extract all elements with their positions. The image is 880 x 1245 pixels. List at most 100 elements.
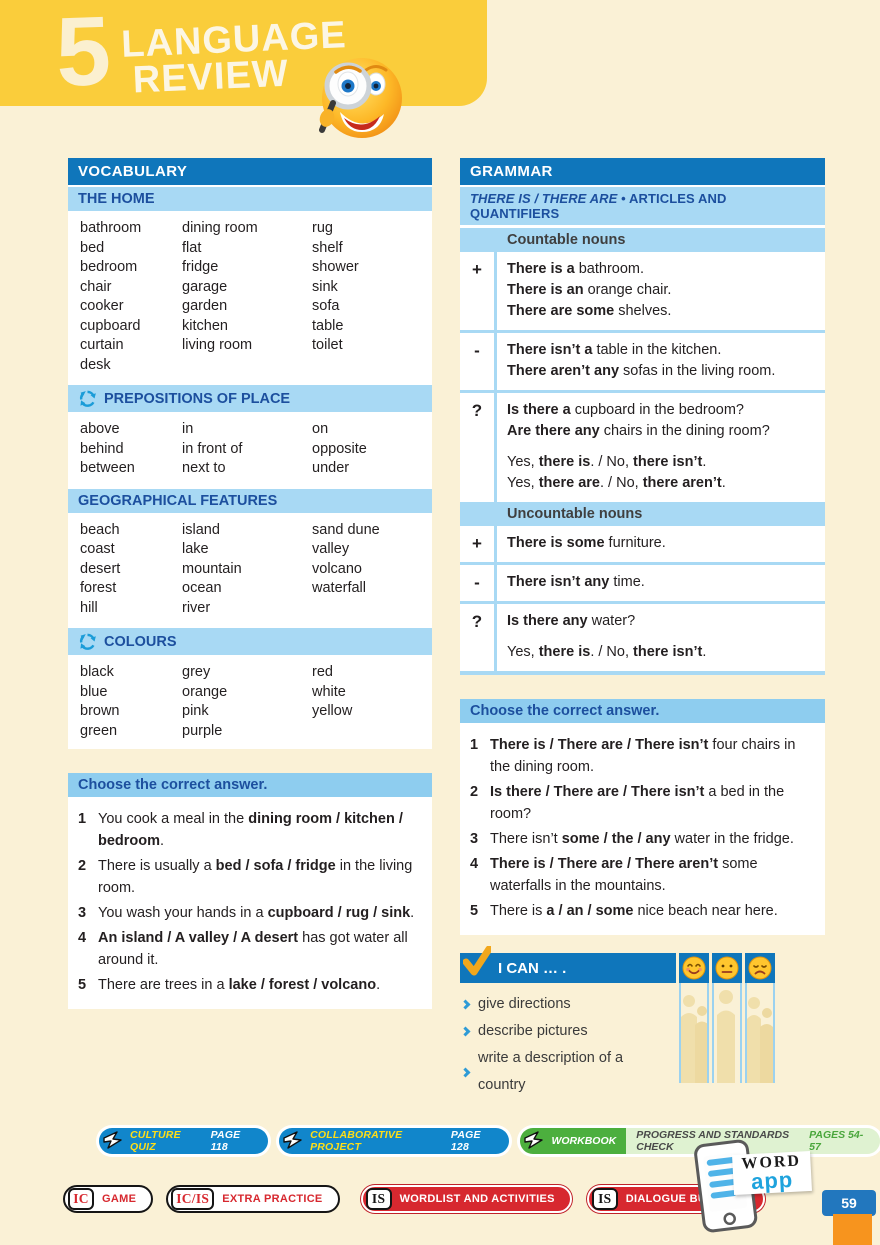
- item-number: 4: [470, 856, 479, 872]
- word-column: island lake mountain ocean river: [182, 521, 312, 619]
- grammar-sentence: There is a bathroom.: [507, 259, 815, 280]
- item-text: There is a / an / some nice beach near h…: [490, 900, 778, 922]
- mood-happy-checkbox[interactable]: [679, 953, 709, 983]
- text-segment: cupboard / rug / sink: [267, 905, 411, 921]
- exercise-item: 1 There is / There are / There isn’t four…: [470, 734, 815, 778]
- vocab-word: next to: [182, 460, 226, 476]
- workbook-banner[interactable]: WORKBOOK PROGRESS AND STANDARDS CHECK PA…: [520, 1128, 880, 1154]
- ic-badge: IC: [68, 1188, 94, 1210]
- item-number: 1: [78, 811, 87, 827]
- vocab-word: volcano: [312, 560, 362, 577]
- people-silhouette: [681, 995, 707, 1083]
- vocab-word: bathroom: [80, 220, 142, 236]
- word-app-app: app: [750, 1166, 794, 1195]
- vocab-word: river: [182, 599, 211, 616]
- vocab-word: dining room: [182, 220, 258, 236]
- wordlist-activities-button[interactable]: IS WORDLIST AND ACTIVITIES: [360, 1185, 572, 1213]
- vocab-word: mountain: [182, 560, 242, 577]
- vocab-word: toilet: [312, 337, 343, 353]
- vocab-word: garden: [182, 298, 228, 314]
- section-label: THE HOME: [78, 191, 155, 207]
- text-segment: has got water all around it.: [98, 930, 408, 968]
- grammar-panel: GRAMMAR THERE IS / THERE ARE • ARTICLES …: [460, 158, 825, 1093]
- grammar-examples: There is some furniture.: [494, 526, 825, 562]
- text-segment: .: [702, 644, 707, 660]
- text-segment: .: [702, 454, 707, 470]
- exercise-item: 2 Is there / There are / There isn’t a be…: [470, 781, 815, 825]
- culture-quiz-banner[interactable]: CULTURE QUIZ PAGE 118: [99, 1128, 269, 1154]
- is-badge: IS: [591, 1188, 618, 1210]
- mood-neutral-checkbox[interactable]: [712, 953, 742, 983]
- i-can-header: I CAN … .: [460, 945, 776, 983]
- vocab-word: on: [312, 421, 329, 437]
- text-segment: bathroom.: [578, 261, 645, 277]
- extra-practice-button[interactable]: IC/IS EXTRA PRACTICE: [166, 1185, 340, 1213]
- vocab-word: in: [182, 421, 194, 437]
- exercise-item: 3 There isn’t some / the / any water in t…: [470, 828, 815, 850]
- vocab-word: green: [80, 722, 118, 739]
- banner-label: CULTURE QUIZ: [130, 1129, 181, 1153]
- item-text: There are trees in a lake / forest / vol…: [98, 974, 380, 996]
- vocab-word: rug: [312, 220, 333, 236]
- text-segment: There isn’t: [490, 831, 562, 847]
- i-can-title-band: I CAN … .: [460, 945, 676, 983]
- grammar-header: GRAMMAR: [460, 158, 825, 185]
- game-button[interactable]: IC GAME: [63, 1185, 154, 1213]
- i-can-item: give directions: [460, 991, 674, 1018]
- mood-sad-checkbox[interactable]: [745, 953, 775, 983]
- vocabulary-sections: THE HOME bathroom bed bedroom chair cooker cup…: [68, 187, 432, 749]
- text-segment: There are some: [507, 303, 619, 319]
- text-segment: in the living room.: [98, 858, 413, 896]
- i-can-item-label: write a description of a country: [478, 1050, 624, 1093]
- countable-nouns-title: Countable nouns: [460, 228, 825, 252]
- word-column: above behind between: [80, 420, 182, 479]
- text-segment: .: [721, 475, 726, 491]
- text-segment: Are there any: [507, 423, 604, 439]
- text-segment: a bed in the room?: [490, 784, 785, 822]
- unit-number: 5: [54, 0, 113, 107]
- grammar-sign: ?: [471, 401, 483, 420]
- text-segment: cupboard in the bedroom?: [574, 402, 744, 418]
- item-number: 4: [78, 930, 87, 946]
- item-text: There is usually a bed / sofa / fridge i…: [98, 855, 422, 899]
- text-segment: chairs in the dining room?: [603, 423, 770, 439]
- i-can-checklist: I CAN … . give directions describe pictur…: [460, 945, 776, 1093]
- grammar-examples: There is a bathroom. There is an orange c…: [494, 252, 825, 330]
- grammar-sentence: There aren’t any sofas in the living roo…: [507, 361, 815, 382]
- exercise-item: 3 You wash your hands in a cupboard / rug…: [78, 902, 422, 924]
- mood-column-neutral[interactable]: [712, 983, 742, 1083]
- vocab-word: kitchen: [182, 317, 228, 334]
- vocab-word: flat: [182, 239, 202, 256]
- collaborative-project-banner[interactable]: COLLABORATIVE PROJECT PAGE 128: [279, 1128, 510, 1154]
- grammar-sentence: Is there a cupboard in the bedroom?: [507, 400, 815, 421]
- exercise-items: 1 There is / There are / There isn’t four…: [460, 723, 825, 935]
- item-text: Is there / There are / There isn’t a bed…: [490, 781, 815, 825]
- vocab-word: forest: [80, 580, 117, 596]
- mood-column-happy[interactable]: [679, 983, 709, 1083]
- text-segment: There is some: [507, 535, 609, 551]
- arrow-icon: [102, 1129, 124, 1154]
- exercise-item: 5 There are trees in a lake / forest / vo…: [78, 974, 422, 996]
- grammar-row: - There isn’t a table in the kitchen. Ther…: [460, 330, 825, 390]
- vocab-word: in front of: [182, 440, 243, 457]
- text-segment: THERE IS / THERE ARE: [470, 191, 618, 206]
- exercise-title: Choose the correct answer.: [460, 699, 825, 723]
- text-segment: bed / sofa / fridge: [215, 858, 336, 874]
- chevron-right-icon: [460, 999, 471, 1010]
- grammar-sentence: Is there any water?: [507, 611, 815, 632]
- vocab-word: black: [80, 664, 114, 680]
- word-app-label[interactable]: WORD app: [732, 1150, 812, 1195]
- text-segment: There is / There are / There aren’t: [490, 856, 719, 872]
- workbook-extension: PROGRESS AND STANDARDS CHECK PAGES 54-57: [626, 1128, 880, 1154]
- mood-column-sad[interactable]: [745, 983, 775, 1083]
- i-can-item-label: describe pictures: [478, 1023, 588, 1039]
- text-segment: Is there any: [507, 613, 592, 629]
- item-number: 5: [78, 977, 87, 993]
- grammar-sentence: Are there any chairs in the dining room?: [507, 421, 815, 442]
- text-segment: water?: [591, 613, 636, 629]
- text-segment: • ARTICLES AND QUANTIFIERS: [470, 191, 727, 221]
- grammar-row: - There isn’t any time.: [460, 562, 825, 601]
- vocab-word: chair: [80, 278, 112, 295]
- vocab-word: table: [312, 317, 344, 334]
